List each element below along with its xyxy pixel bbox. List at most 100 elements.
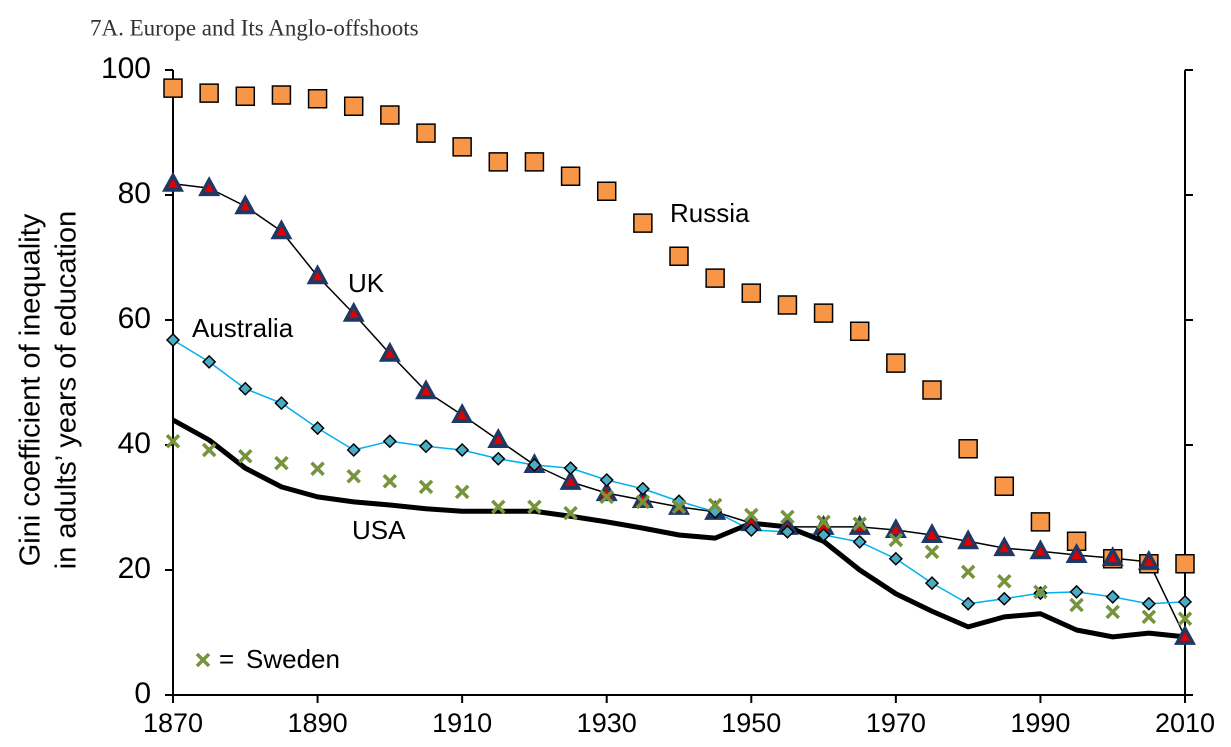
marker [1105, 589, 1120, 604]
marker-inner [348, 308, 359, 318]
marker [416, 123, 436, 143]
marker-inner [818, 521, 829, 531]
marker [418, 479, 434, 495]
marker [563, 505, 578, 521]
marker [705, 268, 725, 288]
marker [997, 574, 1012, 589]
marker [274, 396, 289, 411]
marker [234, 194, 257, 215]
marker [487, 428, 510, 448]
marker [165, 434, 181, 449]
marker [563, 461, 578, 476]
marker [491, 499, 506, 515]
marker-inner [1035, 546, 1046, 556]
y-axis-label: Gini coefficient of inequality [15, 213, 47, 566]
marker [633, 213, 653, 233]
marker [238, 381, 253, 396]
x-tick-label: 1970 [866, 708, 926, 738]
marker [1033, 584, 1048, 600]
marker-inner [927, 530, 937, 539]
marker-inner [890, 525, 901, 534]
marker [744, 507, 759, 523]
marker [1174, 624, 1196, 645]
marker [343, 96, 364, 116]
marker [888, 551, 903, 566]
marker-inner [999, 543, 1010, 553]
marker [780, 524, 795, 539]
marker [1069, 597, 1084, 613]
marker-inner [384, 348, 395, 358]
marker-inner [204, 183, 215, 193]
x-tick-label: 1870 [143, 708, 203, 738]
marker [812, 514, 835, 535]
marker-inner [1107, 553, 1118, 563]
marker [993, 536, 1016, 557]
marker [884, 518, 907, 538]
series-label: UK [348, 268, 385, 298]
marker [599, 489, 614, 505]
marker [924, 576, 940, 591]
marker [599, 472, 614, 488]
marker [274, 455, 289, 471]
marker [596, 181, 617, 201]
marker [559, 469, 582, 490]
marker [921, 523, 943, 543]
series-label: Russia [670, 198, 750, 228]
marker [886, 353, 906, 373]
marker [669, 246, 689, 266]
marker-inner [457, 410, 468, 419]
marker [813, 303, 834, 323]
y-axis-label: in adults’ years of education [51, 211, 83, 569]
marker [199, 83, 219, 103]
marker [165, 332, 181, 348]
marker-inner [746, 518, 757, 528]
x-tick-label: 1950 [721, 708, 781, 738]
marker [271, 85, 292, 105]
marker [455, 442, 470, 458]
marker [382, 434, 397, 449]
marker [382, 474, 398, 489]
marker [961, 596, 976, 611]
marker [560, 166, 581, 186]
marker [740, 511, 763, 532]
legend-marker [195, 652, 211, 668]
legend-label: Sweden [246, 644, 340, 674]
marker-inner [1180, 631, 1190, 641]
marker [1141, 596, 1156, 611]
marker [852, 534, 867, 549]
marker [994, 476, 1015, 496]
y-tick-label: 80 [118, 177, 151, 210]
marker [163, 78, 183, 98]
marker [238, 449, 253, 464]
marker [1137, 549, 1160, 570]
marker [378, 341, 401, 362]
marker-inner [565, 476, 576, 486]
marker [491, 451, 506, 466]
marker-inner [168, 178, 178, 188]
marker-inner [493, 435, 504, 444]
marker [960, 564, 976, 580]
marker [488, 152, 509, 172]
marker [1030, 512, 1051, 532]
marker [849, 321, 870, 341]
marker [380, 105, 400, 125]
marker-inner [240, 201, 251, 211]
marker [780, 509, 795, 525]
marker [202, 354, 217, 369]
marker [1141, 609, 1157, 625]
marker [852, 516, 867, 531]
marker [958, 439, 978, 459]
y-tick-label: 40 [118, 427, 151, 460]
marker [527, 457, 542, 473]
marker [310, 461, 325, 476]
marker [524, 152, 545, 172]
marker [635, 481, 650, 496]
marker [270, 219, 293, 240]
marker [707, 497, 723, 513]
marker [1069, 584, 1084, 599]
marker [198, 176, 221, 197]
marker [1105, 604, 1120, 620]
series-line [172, 339, 1186, 605]
marker [452, 137, 472, 157]
marker [162, 171, 184, 192]
